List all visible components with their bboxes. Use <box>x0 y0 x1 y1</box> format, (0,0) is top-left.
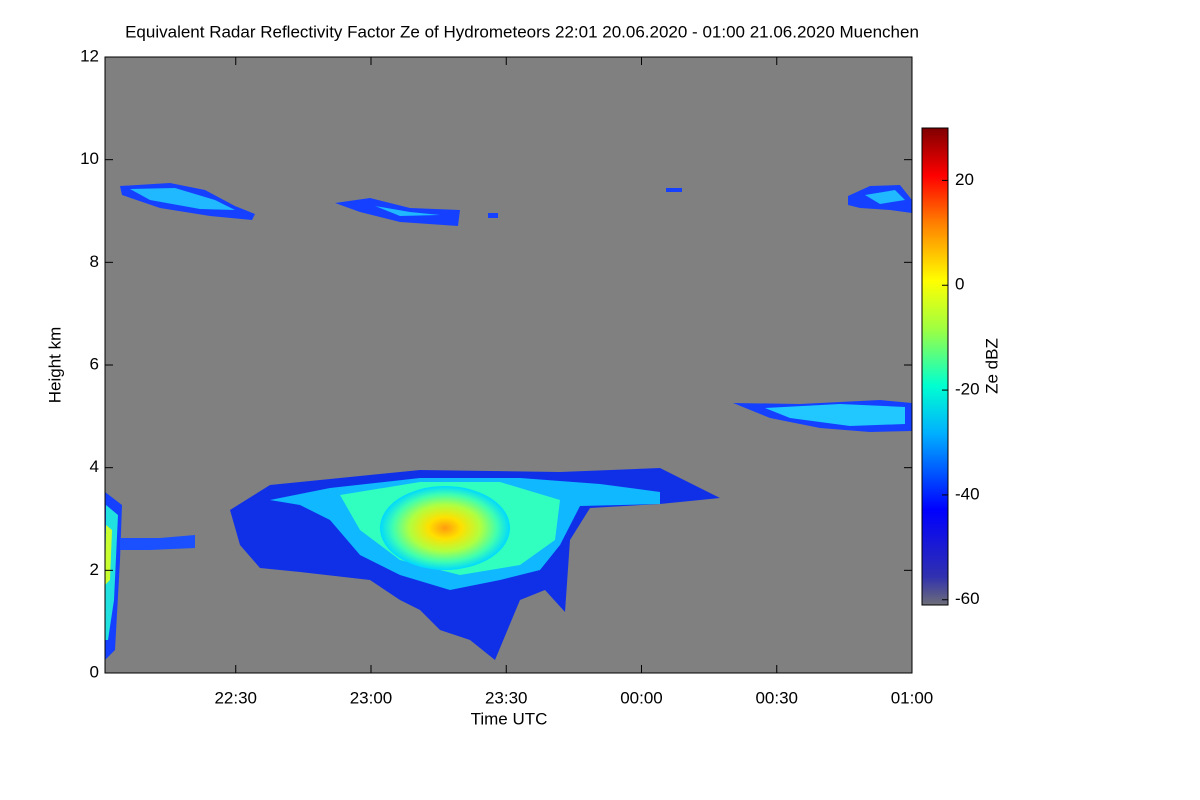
x-tick-label: 00:30 <box>755 688 798 707</box>
y-tick-label: 12 <box>80 46 99 65</box>
colorbar <box>921 127 949 606</box>
x-tick-label: 00:00 <box>620 688 663 707</box>
y-tick-label: 10 <box>80 149 99 168</box>
chart-title: Equivalent Radar Reflectivity Factor Ze … <box>125 22 919 41</box>
x-tick-label: 23:30 <box>485 688 528 707</box>
colorbar-tick-label: 0 <box>955 275 964 294</box>
x-tick-label: 23:00 <box>350 688 393 707</box>
y-tick-label: 0 <box>90 662 99 681</box>
colorbar-tick-label: 20 <box>955 170 974 189</box>
x-tick-label: 01:00 <box>891 688 934 707</box>
y-tick-label: 4 <box>90 457 99 476</box>
x-tick-label: 22:30 <box>214 688 257 707</box>
y-tick-label: 6 <box>90 354 99 373</box>
colorbar-label: Ze dBZ <box>982 338 1001 394</box>
colorbar-tick-label: -60 <box>955 589 980 608</box>
radar-echoes <box>105 183 912 660</box>
y-axis-label: Height km <box>45 327 64 404</box>
x-axis-label: Time UTC <box>471 709 548 728</box>
colorbar-tick-label: -20 <box>955 380 980 399</box>
y-tick-label: 8 <box>90 252 99 271</box>
colorbar-tick-label: -40 <box>955 484 980 503</box>
y-tick-label: 2 <box>90 560 99 579</box>
